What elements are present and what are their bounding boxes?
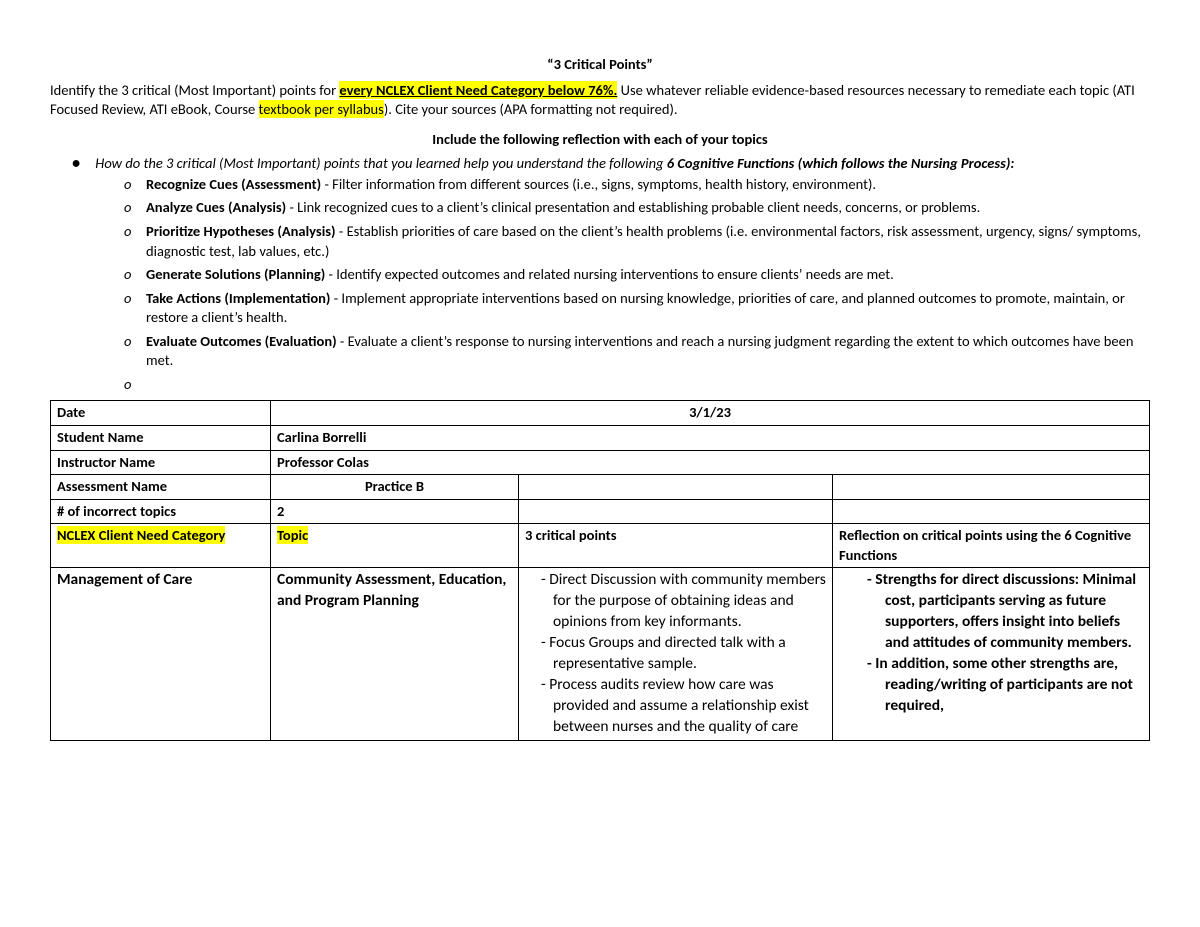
reflection-prompt-pre: How do the 3 critical (Most Important) p… [95, 154, 667, 172]
date-value: 3/1/23 [271, 401, 1150, 426]
table-row: Assessment Name Practice B [51, 475, 1150, 500]
empty-cell [519, 475, 833, 500]
fn-item: Evaluate Outcomes (Evaluation) - Evaluat… [146, 332, 1150, 371]
fn-lead: Generate Solutions (Planning) [146, 265, 325, 283]
empty-cell [833, 499, 1150, 524]
doc-title: “3 Critical Points” [50, 55, 1150, 75]
instructor-value: Professor Colas [271, 450, 1150, 475]
intro-hl2: textbook per syllabus [259, 100, 384, 118]
fn-item: Generate Solutions (Planning) - Identify… [146, 265, 1150, 285]
table-content-row: Management of Care Community Assessment,… [51, 568, 1150, 740]
point-item: - Direct Discussion with community membe… [525, 570, 826, 633]
assessment-value: Practice B [271, 475, 519, 500]
reflection-prompt-bold: 6 Cognitive Functions (which follows the… [667, 154, 1015, 172]
reflection-list: How do the 3 critical (Most Important) p… [50, 153, 1150, 394]
table-header-row: NCLEX Client Need Category Topic 3 criti… [51, 524, 1150, 568]
reflection-cell: - Strengths for direct discussions: Mini… [833, 568, 1150, 740]
topic-header: Topic [271, 524, 519, 568]
fn-rest: - Filter information from different sour… [321, 175, 876, 193]
fn-item: Recognize Cues (Assessment) - Filter inf… [146, 175, 1150, 195]
point-item: - Focus Groups and directed talk with a … [525, 633, 826, 675]
date-label: Date [51, 401, 271, 426]
fn-item: Take Actions (Implementation) - Implemen… [146, 289, 1150, 328]
topic-cell: Community Assessment, Education, and Pro… [271, 568, 519, 740]
intro-hl1: every NCLEX Client Need Category below 7… [339, 81, 617, 99]
fn-rest: - Link recognized cues to a client’s cli… [286, 198, 980, 216]
table-row: Instructor Name Professor Colas [51, 450, 1150, 475]
fn-lead: Evaluate Outcomes (Evaluation) [146, 332, 337, 350]
table-row: Date 3/1/23 [51, 401, 1150, 426]
reflection-prompt: How do the 3 critical (Most Important) p… [92, 153, 1150, 394]
instructor-label: Instructor Name [51, 450, 271, 475]
fn-item-empty [146, 375, 1150, 395]
category-cell: Management of Care [51, 568, 271, 740]
intro-pre: Identify the 3 critical (Most Important)… [50, 81, 339, 99]
category-header-text: NCLEX Client Need Category [57, 526, 225, 544]
incorrect-value: 2 [271, 499, 519, 524]
points-header: 3 critical points [519, 524, 833, 568]
intro-post: ). Cite your sources (APA formatting not… [384, 100, 678, 118]
fn-lead: Take Actions (Implementation) [146, 289, 330, 307]
table-row: # of incorrect topics 2 [51, 499, 1150, 524]
empty-cell [519, 499, 833, 524]
fn-lead: Analyze Cues (Analysis) [146, 198, 286, 216]
reflection-header: Reflection on critical points using the … [833, 524, 1150, 568]
fn-lead: Prioritize Hypotheses (Analysis) [146, 222, 336, 240]
reflection-item: - Strengths for direct discussions: Mini… [867, 570, 1143, 654]
table-row: Student Name Carlina Borrelli [51, 426, 1150, 451]
topic-header-text: Topic [277, 526, 308, 544]
points-cell: - Direct Discussion with community membe… [519, 568, 833, 740]
incorrect-label: # of incorrect topics [51, 499, 271, 524]
worksheet-table: Date 3/1/23 Student Name Carlina Borrell… [50, 400, 1150, 740]
fn-item: Analyze Cues (Analysis) - Link recognize… [146, 198, 1150, 218]
fn-lead: Recognize Cues (Assessment) [146, 175, 321, 193]
student-label: Student Name [51, 426, 271, 451]
reflection-subhead: Include the following reflection with ea… [50, 130, 1150, 150]
intro-paragraph: Identify the 3 critical (Most Important)… [50, 81, 1150, 120]
reflection-item: - In addition, some other strengths are,… [867, 654, 1143, 717]
empty-cell [833, 475, 1150, 500]
fn-item: Prioritize Hypotheses (Analysis) - Estab… [146, 222, 1150, 261]
student-value: Carlina Borrelli [271, 426, 1150, 451]
category-header: NCLEX Client Need Category [51, 524, 271, 568]
cognitive-functions-list: Recognize Cues (Assessment) - Filter inf… [92, 175, 1150, 395]
fn-rest: - Identify expected outcomes and related… [325, 265, 894, 283]
point-item: - Process audits review how care was pro… [525, 675, 826, 738]
assessment-label: Assessment Name [51, 475, 271, 500]
